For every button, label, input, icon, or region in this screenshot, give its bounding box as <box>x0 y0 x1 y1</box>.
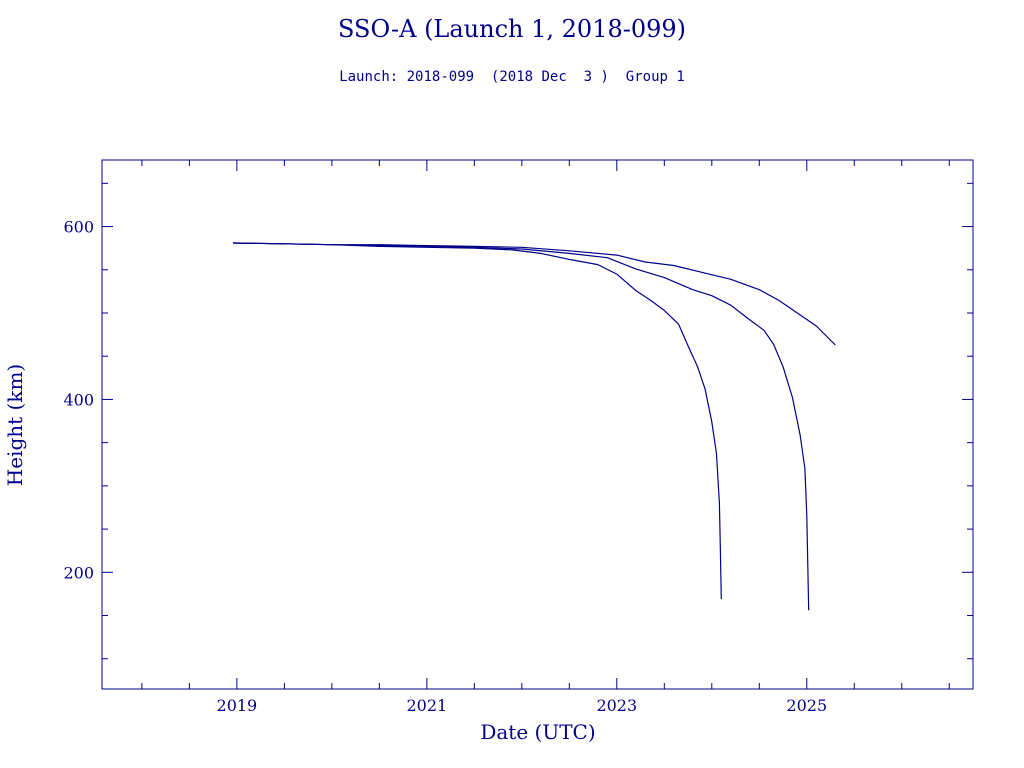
plot-frame <box>101 159 974 690</box>
data-series <box>233 242 836 611</box>
x-tick-labels: 2019 2021 2023 2025 <box>217 696 828 715</box>
x-tick-label: 2025 <box>786 696 827 715</box>
x-tick-label: 2023 <box>596 696 637 715</box>
series-line-2 <box>233 242 810 611</box>
series-line-3 <box>233 242 836 346</box>
series-line-1 <box>233 242 722 600</box>
x-tick-label: 2019 <box>217 696 258 715</box>
x-tick-label: 2021 <box>406 696 447 715</box>
axis-ticks <box>102 160 973 689</box>
chart-subtitle: Launch: 2018-099 (2018 Dec 3 ) Group 1 <box>339 69 685 85</box>
y-tick-labels: 200 400 600 <box>63 218 94 583</box>
y-axis-label: Height (km) <box>3 364 27 486</box>
x-axis-label: Date (UTC) <box>480 720 595 744</box>
chart-title: SSO-A (Launch 1, 2018-099) <box>338 15 686 43</box>
y-tick-label: 200 <box>63 563 94 582</box>
y-tick-label: 400 <box>63 390 94 409</box>
y-tick-label: 600 <box>63 218 94 237</box>
